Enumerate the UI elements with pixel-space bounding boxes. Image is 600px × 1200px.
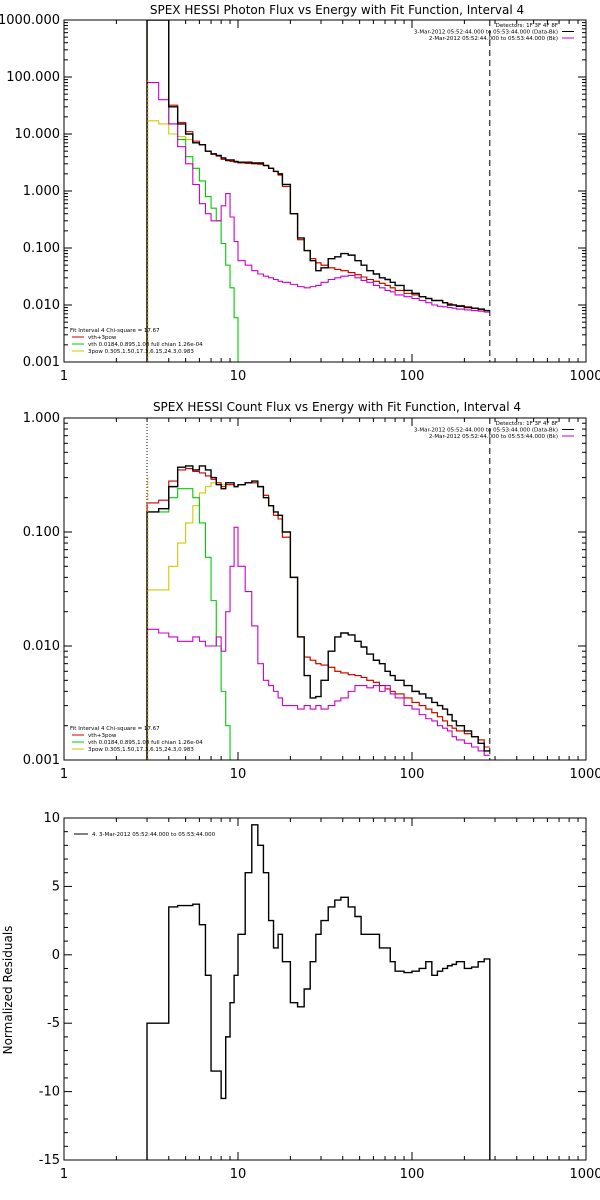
legend-entry: 3pow 0.305,1.50,17.3,6.15,24.3,0.983	[88, 747, 194, 753]
residuals-legend: 4. 3-Mar-2012 05:52:44.000 to 05:53:44.0…	[74, 832, 216, 838]
x-tick-label: 100	[400, 369, 425, 384]
y-tick-label: 0.100	[23, 241, 60, 256]
photon-flux-panel: SPEX HESSI Photon Flux vs Energy with Fi…	[0, 3, 600, 384]
series-layer	[146, 20, 490, 362]
x-tick-label: 1000	[569, 1167, 600, 1182]
y-tick-label: -15	[39, 1153, 60, 1168]
fit-range-markers	[146, 20, 491, 362]
y-tick-label: 1000.000	[0, 13, 60, 28]
chart-title: SPEX HESSI Photon Flux vs Energy with Fi…	[150, 3, 524, 17]
legend-entry: vth 0.0184,0.895,1.00 full chian 1.26e-0…	[88, 342, 203, 348]
y-tick-label: 0.001	[23, 355, 60, 370]
x-tick-label: 1	[60, 1167, 68, 1182]
legend-entry: 3pow 0.305,1.50,17.3,6.15,24.3,0.983	[88, 349, 194, 355]
legend-entry: vth+3pow	[88, 335, 117, 341]
axis-tick-marks	[63, 817, 587, 1161]
plot-frame	[63, 817, 587, 1161]
y-tick-label: 1.000	[23, 411, 60, 426]
legend-entry: 3-Mar-2012 05:52:44.000 to 05:53:44.000 …	[414, 30, 558, 36]
legend-bottom-left: Fit Interval 4 Chi-square = 17.67vth+3po…	[70, 726, 203, 753]
y-tick-labels: 0.001 0.010 0.100 1.000 10.000 100.000 1000.00…	[0, 13, 60, 370]
legend-entry: Detectors: 1F 3F 4F 8F	[496, 23, 558, 29]
x-tick-label: 1000	[569, 369, 600, 384]
y-tick-label: 0.010	[23, 298, 60, 313]
series-line-vth	[146, 20, 246, 362]
series-line-vth-3pow	[146, 20, 490, 362]
x-tick-label: 100	[400, 767, 425, 782]
x-tick-labels: 1 10 100 1000	[60, 767, 600, 782]
y-tick-label: 0	[52, 948, 60, 963]
residuals-panel: Normalized Residuals -15 -10 -5 0 5 10 1 10 100…	[1, 811, 600, 1182]
series-line-data	[146, 20, 490, 362]
y-tick-label: 0.100	[23, 525, 60, 540]
y-axis-label: Normalized Residuals	[1, 926, 15, 1055]
y-tick-label: 10.000	[15, 127, 61, 142]
plot-frame	[63, 417, 587, 761]
series-line-3pow	[146, 482, 490, 760]
series-line-residuals	[146, 824, 491, 1160]
x-tick-labels: 1 10 100 1000	[60, 1167, 600, 1182]
x-tick-label: 10	[230, 767, 247, 782]
legend-top-right: Detectors: 1F 3F 4F 8F3-Mar-2012 05:52:4…	[414, 23, 574, 42]
series-line-bk	[146, 81, 490, 362]
count-flux-panel: SPEX HESSI Count Flux vs Energy with Fit…	[23, 400, 600, 782]
series-line-bk	[146, 526, 490, 760]
y-tick-label: 1.000	[23, 184, 60, 199]
series-line-vth-3pow	[146, 468, 490, 760]
legend-top-right: Detectors: 1F 3F 4F 8F3-Mar-2012 05:52:4…	[414, 421, 574, 440]
y-tick-label: 100.000	[6, 70, 60, 85]
y-tick-label: 0.001	[23, 753, 60, 768]
series-layer	[146, 824, 491, 1160]
chart-title: SPEX HESSI Count Flux vs Energy with Fit…	[153, 400, 521, 414]
legend-entry: 4. 3-Mar-2012 05:52:44.000 to 05:53:44.0…	[92, 832, 216, 838]
legend-entry: Fit Interval 4 Chi-square = 17.67	[70, 328, 160, 334]
plot-frame	[63, 19, 587, 363]
series-line-data	[146, 465, 490, 760]
fit-range-markers	[146, 418, 491, 760]
x-tick-label: 1000	[569, 767, 600, 782]
legend-entry: 2-Mar-2012 05:52:44.000 to 05:53:44.000 …	[429, 36, 558, 42]
x-tick-label: 10	[230, 369, 247, 384]
x-tick-label: 1	[60, 369, 68, 384]
legend-entry: vth+3pow	[88, 733, 117, 739]
y-tick-label: -10	[39, 1085, 60, 1100]
y-tick-labels: -15 -10 -5 0 5 10	[39, 811, 60, 1168]
x-tick-label: 100	[400, 1167, 425, 1182]
x-tick-label: 10	[230, 1167, 247, 1182]
series-line-vth	[146, 488, 235, 760]
y-tick-labels: 0.001 0.010 0.100 1.000	[23, 411, 60, 768]
legend-bottom-left: Fit Interval 4 Chi-square = 17.67vth+3po…	[70, 328, 203, 355]
x-tick-labels: 1 10 100 1000	[60, 369, 600, 384]
y-tick-label: 5	[52, 879, 60, 894]
legend-entry: Fit Interval 4 Chi-square = 17.67	[70, 726, 160, 732]
legend-entry: 3-Mar-2012 05:52:44.000 to 05:53:44.000 …	[414, 428, 558, 434]
series-layer	[146, 465, 490, 760]
x-tick-label: 1	[60, 767, 68, 782]
legend-entry: Detectors: 1F 3F 4F 8F	[496, 421, 558, 427]
legend-entry: 2-Mar-2012 05:52:44.000 to 05:53:44.000 …	[429, 434, 558, 440]
axis-tick-marks	[63, 417, 587, 761]
axis-tick-marks	[63, 19, 587, 363]
series-line-3pow	[146, 120, 490, 362]
y-tick-label: 0.010	[23, 639, 60, 654]
legend-entry: vth 0.0184,0.895,1.00 full chian 1.26e-0…	[88, 740, 203, 746]
y-tick-label: -5	[47, 1016, 60, 1031]
y-tick-label: 10	[43, 811, 60, 826]
